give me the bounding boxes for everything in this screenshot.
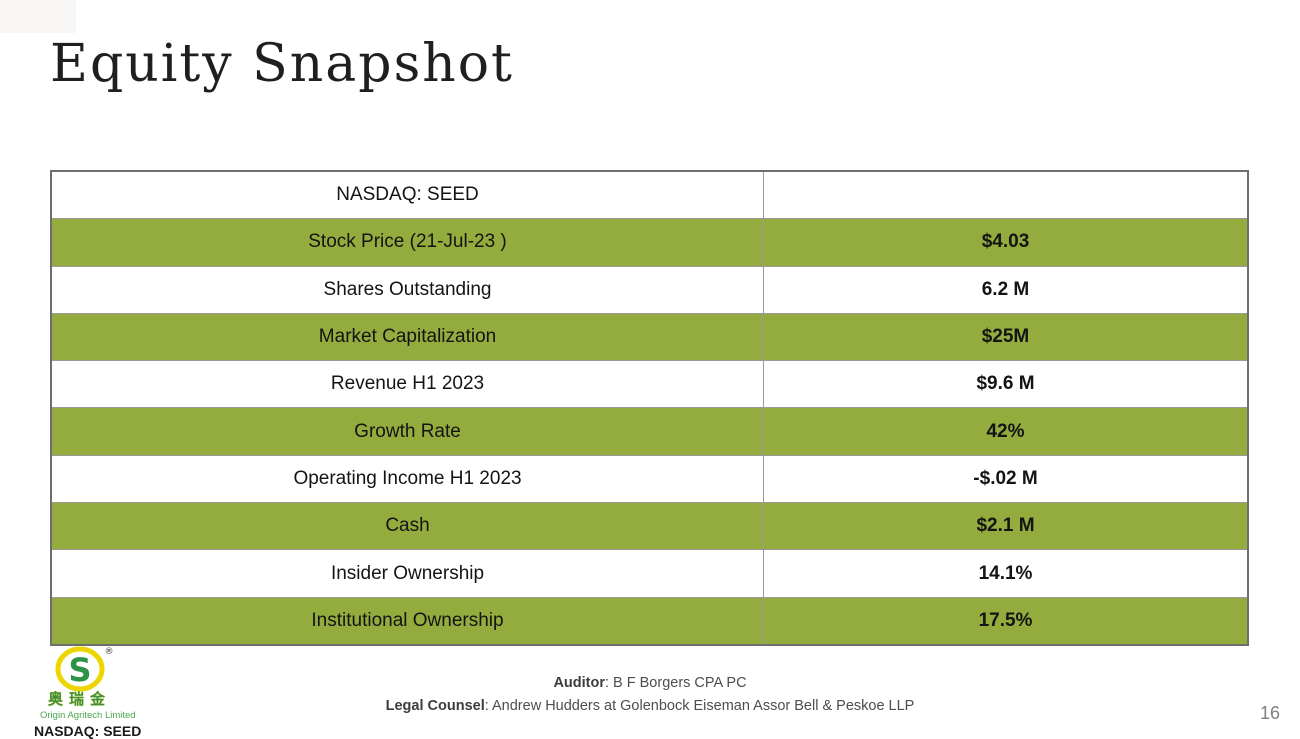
- auditor-value: : B F Borgers CPA PC: [604, 675, 747, 691]
- row-label: Cash: [385, 515, 430, 537]
- row-value: $25M: [763, 313, 1247, 361]
- page-title: Equity Snapshot: [50, 34, 514, 94]
- row-label: Institutional Ownership: [311, 609, 504, 631]
- row-value: 6.2 M: [763, 266, 1247, 313]
- company-logo: S ® 奥瑞金 Origin Agritech Limited NASDAQ: …: [34, 644, 184, 739]
- row-value: 17.5%: [763, 597, 1247, 644]
- row-label: Insider Ownership: [330, 562, 485, 584]
- auditor-line: Auditor: B F Borgers CPA PC: [0, 672, 1300, 695]
- row-label: Market Capitalization: [318, 326, 497, 348]
- page-number: 16: [1259, 703, 1280, 723]
- logo-chinese-name: 奥瑞金: [48, 691, 112, 708]
- row-label: Shares Outstanding: [323, 278, 492, 300]
- table-row: Growth Rate 42%: [52, 407, 1247, 455]
- registered-trademark-icon: ®: [105, 647, 114, 657]
- table-header-value: [763, 172, 1247, 219]
- logo-company-name: Origin Agritech Limited: [40, 710, 136, 721]
- origin-seed-logo-icon: S ®: [55, 646, 114, 692]
- row-label: Operating Income H1 2023: [293, 467, 522, 489]
- row-value: 42%: [763, 408, 1247, 455]
- table-header-label: NASDAQ: SEED: [336, 184, 479, 206]
- svg-text:S: S: [68, 651, 91, 689]
- table-row: Insider Ownership 14.1%: [52, 549, 1247, 597]
- table-header-row: NASDAQ: SEED: [52, 172, 1247, 219]
- legal-counsel-value: : Andrew Hudders at Golenbock Eiseman As…: [484, 698, 915, 714]
- row-value: $4.03: [763, 219, 1247, 266]
- row-label: Revenue H1 2023: [330, 373, 485, 395]
- table-row: Revenue H1 2023 $9.6 M: [52, 360, 1247, 408]
- row-value: $2.1 M: [763, 503, 1247, 550]
- corner-placeholder: [0, 0, 76, 33]
- logo-ticker: NASDAQ: SEED: [34, 723, 142, 739]
- legal-counsel-label: Legal Counsel: [385, 698, 485, 714]
- table-row: Institutional Ownership 17.5%: [52, 596, 1247, 644]
- legal-counsel-line: Legal Counsel: Andrew Hudders at Golenbo…: [0, 695, 1300, 718]
- row-label: Growth Rate: [354, 420, 461, 442]
- equity-snapshot-table: NASDAQ: SEED Stock Price (21-Jul-23 ) $4…: [50, 170, 1249, 646]
- table-row: Cash $2.1 M: [52, 502, 1247, 550]
- row-label: Stock Price (21-Jul-23 ): [308, 231, 507, 253]
- table-row: Stock Price (21-Jul-23 ) $4.03: [52, 218, 1247, 266]
- table-row: Shares Outstanding 6.2 M: [52, 265, 1247, 313]
- row-value: $9.6 M: [763, 361, 1247, 408]
- table-row: Operating Income H1 2023 -$.02 M: [52, 454, 1247, 503]
- table-row: Market Capitalization $25M: [52, 312, 1247, 361]
- row-value: -$.02 M: [763, 455, 1247, 503]
- footer-notes: Auditor: B F Borgers CPA PC Legal Counse…: [0, 672, 1300, 718]
- auditor-label: Auditor: [553, 675, 605, 691]
- row-value: 14.1%: [763, 550, 1247, 597]
